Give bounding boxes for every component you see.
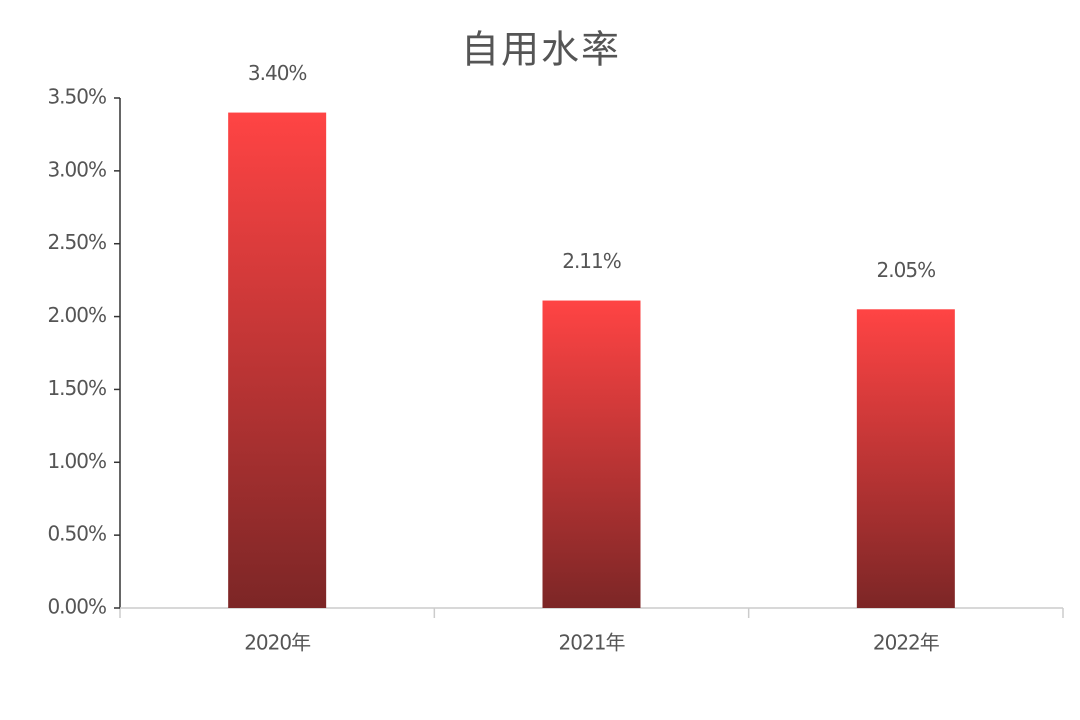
y-tick-label: 3.00% bbox=[47, 157, 106, 181]
y-tick-label: 2.00% bbox=[47, 303, 106, 327]
x-tick-label: 2022年 bbox=[873, 631, 940, 655]
y-tick-label: 3.50% bbox=[47, 85, 106, 109]
x-tick-label: 2021年 bbox=[559, 631, 626, 655]
bar bbox=[542, 300, 641, 608]
bar bbox=[856, 309, 955, 608]
bar bbox=[228, 112, 327, 609]
chart-title: 自用水率 bbox=[461, 28, 621, 72]
value-label: 2.05% bbox=[877, 258, 936, 282]
y-tick-label: 1.50% bbox=[47, 376, 106, 400]
value-label: 3.40% bbox=[248, 61, 307, 85]
y-tick-label: 1.00% bbox=[47, 449, 106, 473]
y-tick-label: 0.00% bbox=[47, 595, 106, 619]
y-tick-label: 2.50% bbox=[47, 230, 106, 254]
value-label: 2.11% bbox=[562, 249, 621, 273]
x-tick-label: 2020年 bbox=[244, 631, 311, 655]
y-tick-label: 0.50% bbox=[47, 522, 106, 546]
